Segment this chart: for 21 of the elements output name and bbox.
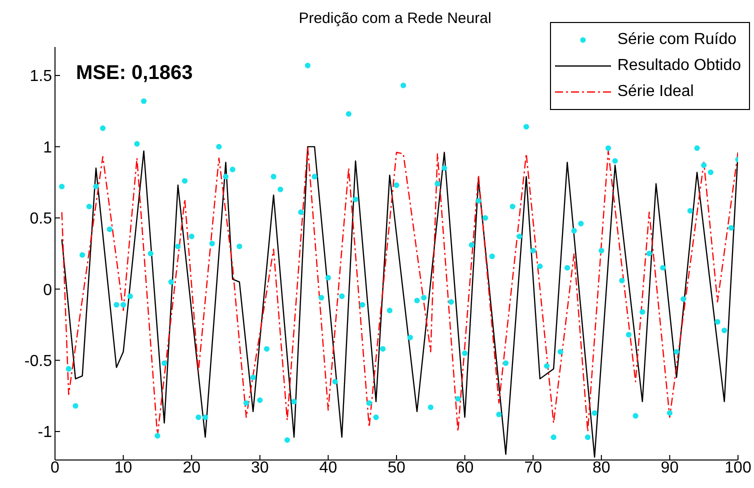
legend-label: Resultado Obtido: [617, 57, 741, 75]
chart-title: Predição com a Rede Neural: [298, 10, 492, 27]
y-tick-label: 0.5: [30, 210, 52, 228]
x-tick-label: 90: [660, 459, 679, 476]
annotation: MSE: 0,1863: [76, 62, 193, 85]
x-tick-label: 40: [319, 459, 338, 476]
x-tick-label: 10: [114, 459, 132, 476]
x-tick-label: 60: [456, 459, 474, 476]
y-tick-label: -1: [38, 424, 52, 442]
x-tick-label: 30: [251, 459, 269, 476]
x-tick-label: 70: [524, 459, 542, 476]
y-tick-label: -0.5: [24, 352, 52, 370]
legend-label: Série com Ruído: [617, 31, 737, 49]
y-tick-label: 1: [43, 139, 52, 156]
y-tick-label: 1.5: [30, 68, 52, 86]
x-tick-label: 20: [182, 459, 201, 476]
x-tick-label: 50: [388, 459, 406, 476]
x-tick-label: 80: [592, 459, 610, 476]
legend-label: Série Ideal: [617, 83, 694, 101]
x-tick-label: 100: [724, 459, 752, 476]
y-tick-label: 0: [43, 282, 52, 299]
